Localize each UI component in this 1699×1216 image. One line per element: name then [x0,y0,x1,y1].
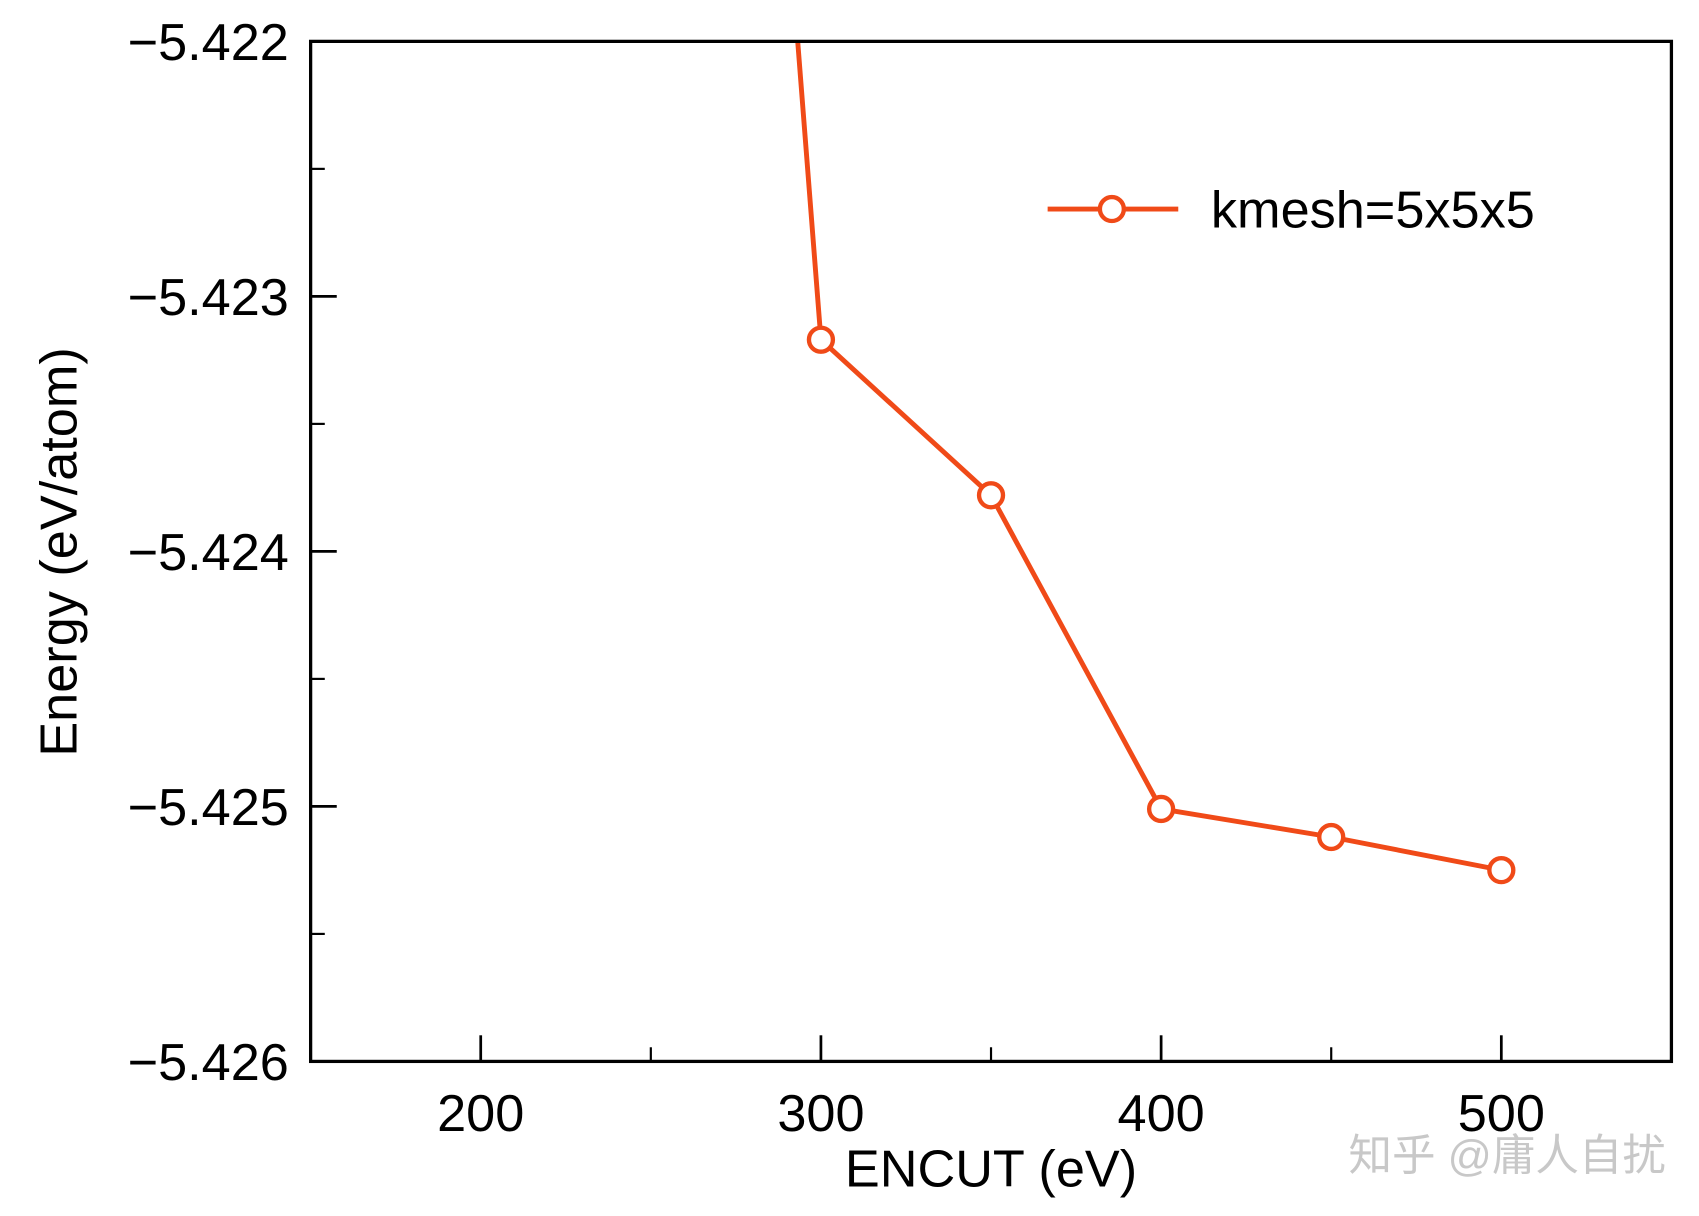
x-axis-label: ENCUT (eV) [845,1141,1137,1199]
y-axis-label: Energy (eV/atom) [31,347,89,756]
x-tick-label: 400 [1118,1085,1205,1143]
data-point [1146,794,1176,824]
legend-marker [1097,194,1127,224]
y-tick-label: −5.422 [128,14,289,72]
data-point [1487,856,1516,885]
series-line [795,41,1502,873]
y-tick-label: −5.424 [128,524,289,582]
data-point [1317,822,1346,852]
x-tick-label: 300 [777,1085,864,1143]
x-tick-label: 500 [1458,1085,1545,1143]
y-tick-label: −5.423 [128,269,289,327]
data-point [806,325,836,354]
x-tick-label: 200 [437,1085,524,1143]
legend-label: kmesh=5x5x5 [1211,182,1535,240]
plot-frame [308,39,1674,1064]
watermark: 知乎 @庸人自扰 [1348,1132,1665,1180]
plot-area [795,41,1516,885]
data-point [976,481,1006,510]
y-tick-label: −5.425 [128,779,289,837]
y-tick-label: −5.426 [128,1034,289,1092]
